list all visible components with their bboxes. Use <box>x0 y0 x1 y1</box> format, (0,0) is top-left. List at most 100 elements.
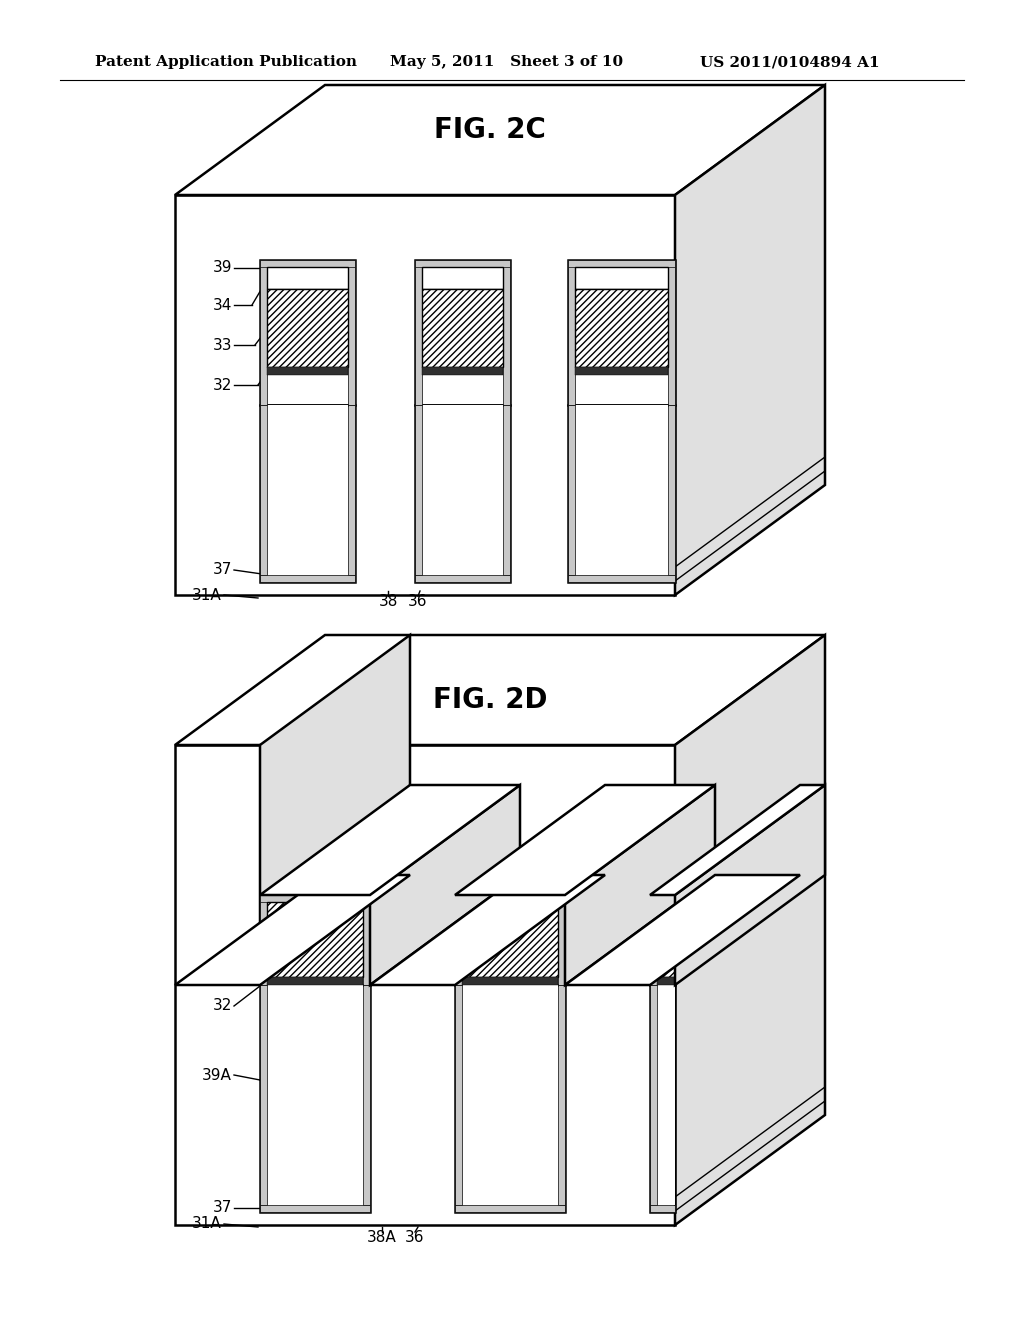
Polygon shape <box>575 405 668 576</box>
Text: 33: 33 <box>213 966 232 982</box>
Text: 32: 32 <box>213 378 232 392</box>
Polygon shape <box>575 289 668 367</box>
Text: 31A: 31A <box>193 587 222 602</box>
Polygon shape <box>558 895 565 985</box>
Polygon shape <box>455 985 462 1205</box>
Polygon shape <box>175 875 410 985</box>
Polygon shape <box>422 367 503 375</box>
Polygon shape <box>455 895 462 985</box>
Polygon shape <box>568 260 675 405</box>
Polygon shape <box>260 895 370 902</box>
Polygon shape <box>575 267 668 289</box>
Polygon shape <box>462 902 558 977</box>
Polygon shape <box>462 985 558 1205</box>
Polygon shape <box>675 84 825 595</box>
Polygon shape <box>650 895 657 985</box>
Polygon shape <box>422 405 503 576</box>
Polygon shape <box>267 267 348 289</box>
Text: 39A: 39A <box>202 1068 232 1082</box>
Polygon shape <box>260 895 267 985</box>
Polygon shape <box>565 785 715 985</box>
Polygon shape <box>370 875 605 985</box>
Text: 38A: 38A <box>368 1229 397 1245</box>
Polygon shape <box>568 405 575 576</box>
Polygon shape <box>267 367 348 375</box>
Text: Patent Application Publication: Patent Application Publication <box>95 55 357 69</box>
Text: 31A: 31A <box>193 1217 222 1232</box>
Polygon shape <box>668 405 675 576</box>
Polygon shape <box>657 977 675 985</box>
Polygon shape <box>650 895 675 902</box>
Polygon shape <box>650 985 657 1205</box>
Polygon shape <box>260 576 355 582</box>
Polygon shape <box>260 895 370 985</box>
Polygon shape <box>267 977 362 985</box>
Polygon shape <box>568 260 575 405</box>
Polygon shape <box>415 576 510 582</box>
Polygon shape <box>348 260 355 405</box>
Polygon shape <box>260 405 355 582</box>
Text: 37: 37 <box>213 562 232 578</box>
Polygon shape <box>657 902 675 977</box>
Text: 33: 33 <box>213 338 232 352</box>
Text: 34: 34 <box>213 297 232 313</box>
Polygon shape <box>260 985 370 1212</box>
Polygon shape <box>260 635 410 985</box>
Text: 101: 101 <box>293 462 322 478</box>
Polygon shape <box>455 895 565 985</box>
Polygon shape <box>650 785 825 895</box>
Polygon shape <box>260 405 267 576</box>
Text: FIG. 2D: FIG. 2D <box>433 686 547 714</box>
Text: 39: 39 <box>213 260 232 276</box>
Polygon shape <box>175 84 825 195</box>
Polygon shape <box>260 785 520 895</box>
Polygon shape <box>462 977 558 985</box>
Polygon shape <box>175 195 675 595</box>
Polygon shape <box>568 576 675 582</box>
Polygon shape <box>455 985 565 1212</box>
Polygon shape <box>370 785 520 985</box>
Polygon shape <box>503 260 510 405</box>
Polygon shape <box>267 902 362 977</box>
Polygon shape <box>175 744 675 1225</box>
Polygon shape <box>362 895 370 985</box>
Polygon shape <box>668 260 675 405</box>
Polygon shape <box>348 405 355 576</box>
Polygon shape <box>260 260 267 405</box>
Polygon shape <box>415 260 422 405</box>
Text: 37: 37 <box>213 1200 232 1216</box>
Polygon shape <box>675 635 825 1225</box>
Polygon shape <box>267 985 362 1205</box>
Polygon shape <box>267 289 348 367</box>
Polygon shape <box>422 289 503 367</box>
Polygon shape <box>260 260 355 405</box>
Polygon shape <box>260 1205 370 1212</box>
Polygon shape <box>558 985 565 1205</box>
Polygon shape <box>568 405 675 582</box>
Text: 36: 36 <box>409 594 428 610</box>
Polygon shape <box>175 635 825 744</box>
Polygon shape <box>415 260 510 405</box>
Polygon shape <box>568 260 675 267</box>
Polygon shape <box>565 875 800 985</box>
Polygon shape <box>455 895 565 902</box>
Polygon shape <box>415 405 510 582</box>
Polygon shape <box>267 405 348 576</box>
Polygon shape <box>675 785 825 985</box>
Text: 32: 32 <box>213 998 232 1014</box>
Polygon shape <box>575 367 668 375</box>
Polygon shape <box>422 267 503 289</box>
Polygon shape <box>260 260 355 267</box>
Polygon shape <box>503 405 510 576</box>
Polygon shape <box>260 985 267 1205</box>
Text: 101: 101 <box>293 1088 322 1102</box>
Polygon shape <box>650 1205 675 1212</box>
Text: 36: 36 <box>406 1229 425 1245</box>
Text: May 5, 2011   Sheet 3 of 10: May 5, 2011 Sheet 3 of 10 <box>390 55 624 69</box>
Polygon shape <box>650 985 675 1212</box>
Polygon shape <box>650 895 675 985</box>
Polygon shape <box>415 405 422 576</box>
Text: 38: 38 <box>378 594 397 610</box>
Polygon shape <box>455 1205 565 1212</box>
Text: US 2011/0104894 A1: US 2011/0104894 A1 <box>700 55 880 69</box>
